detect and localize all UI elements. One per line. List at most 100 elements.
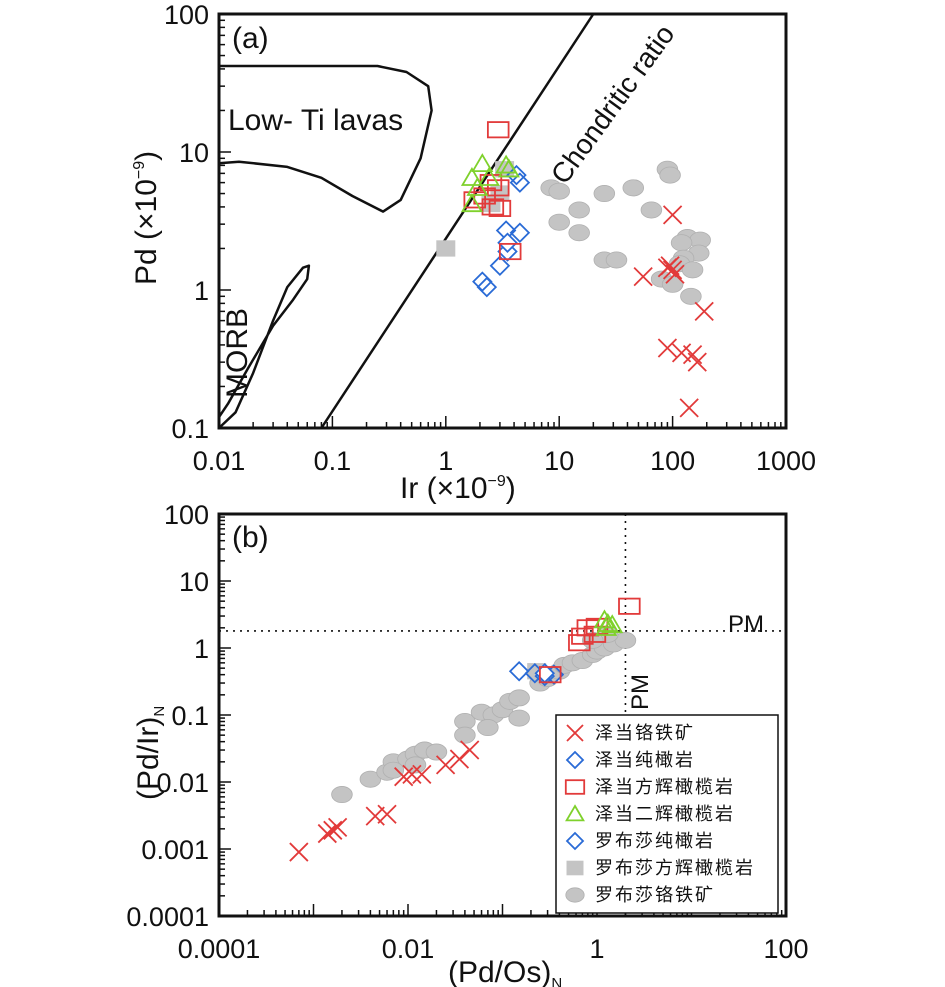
data-point xyxy=(460,740,480,760)
panel-b-points xyxy=(289,597,641,862)
panel-b-x-axis-label: (Pd/Os)N xyxy=(448,956,562,987)
legend-entry-zedang-dunite: 泽当纯橄岩 xyxy=(595,750,695,771)
legend-entry-luobusa-harzburgite: 罗布莎方辉橄榄岩 xyxy=(595,858,755,879)
data-point xyxy=(460,167,483,186)
panel-b: (b) 0.0001 0.01 1 100 0.0001 0.001 0.01 0.1 1 10 1… xyxy=(126,500,808,987)
legend-marker xyxy=(565,831,585,851)
morb-field xyxy=(217,264,311,430)
data-point xyxy=(508,660,530,682)
low-ti-lavas-field xyxy=(217,64,433,213)
pm-label-vertical: PM xyxy=(627,674,654,710)
data-point xyxy=(477,167,500,186)
data-point xyxy=(327,817,348,838)
panel-a-y-axis-label: Pd (×10−9) xyxy=(130,151,163,285)
data-point xyxy=(509,172,531,193)
panel-a-x-tick-label: 0.01 xyxy=(193,446,246,476)
data-point xyxy=(601,614,624,634)
data-point xyxy=(618,597,641,615)
legend-entry-luobusa-dunite: 罗布莎纯橄岩 xyxy=(595,831,715,852)
data-point xyxy=(509,222,531,244)
data-point xyxy=(402,764,422,785)
panel-a-y-tick-label: 0.1 xyxy=(171,414,209,444)
data-point xyxy=(593,609,616,629)
data-point xyxy=(425,743,448,761)
data-point xyxy=(486,121,510,139)
data-point xyxy=(394,767,414,787)
panel-a-x-tick-label: 10 xyxy=(544,446,574,476)
data-point xyxy=(622,179,645,197)
panel-b-x-tick-label: 1 xyxy=(589,934,604,964)
legend-entry-luobusa-chromitite: 罗布莎铬铁矿 xyxy=(595,885,715,906)
data-point xyxy=(449,749,470,769)
data-point xyxy=(323,820,343,840)
data-point xyxy=(508,709,530,727)
legend-markers xyxy=(564,724,586,903)
data-point xyxy=(548,182,570,200)
legend-box xyxy=(555,714,779,914)
data-point xyxy=(681,261,704,279)
legend-marker xyxy=(564,779,586,795)
data-point xyxy=(435,755,456,775)
data-point xyxy=(377,804,397,824)
data-point xyxy=(508,689,530,707)
chondritic-ratio-line xyxy=(320,13,595,429)
legend-entry-zedang-chromitite: 泽当铬铁矿 xyxy=(595,723,695,744)
data-point xyxy=(605,251,628,269)
data-point xyxy=(463,191,486,209)
legend-marker xyxy=(565,887,585,903)
data-point xyxy=(694,301,714,322)
data-point xyxy=(331,786,353,804)
panel-a-frame xyxy=(217,12,788,430)
data-point xyxy=(489,255,511,276)
legend-marker xyxy=(566,860,584,876)
data-point xyxy=(460,193,483,213)
data-point xyxy=(412,764,432,785)
panel-a-y-tick-label: 100 xyxy=(164,0,209,30)
panel-a-x-tick-label: 1000 xyxy=(756,446,816,476)
data-point xyxy=(497,232,518,254)
panel-a-x-tick-label: 1 xyxy=(438,446,453,476)
panel-b-y-tick-label: 0.1 xyxy=(171,701,209,731)
panel-b-x-tick-label: 100 xyxy=(763,934,808,964)
data-point xyxy=(538,666,562,684)
legend: 泽当铬铁矿 泽当纯橄岩 泽当方辉橄榄岩 泽当二辉橄榄岩 罗布莎纯橄岩 罗布莎方辉… xyxy=(555,714,779,914)
data-point xyxy=(477,719,499,737)
field-label-morb: MORB xyxy=(221,308,254,398)
data-point xyxy=(359,770,382,788)
panel-a-y-tick-label: 10 xyxy=(179,138,209,168)
data-point xyxy=(498,242,522,261)
pm-label-horizontal: PM xyxy=(728,611,764,638)
legend-marker xyxy=(565,804,585,822)
data-point xyxy=(548,213,570,231)
panel-a-x-tick-label: 0.1 xyxy=(314,446,352,476)
data-point xyxy=(633,266,653,287)
data-point xyxy=(687,352,707,372)
panel-b-label: (b) xyxy=(232,521,269,554)
legend-marker xyxy=(566,724,584,742)
data-point xyxy=(488,199,512,217)
data-point xyxy=(454,726,476,744)
data-point xyxy=(659,166,681,184)
panel-b-x-tick-label: 0.01 xyxy=(382,934,435,964)
panel-b-y-axis-label: (Pd/Ir)N xyxy=(132,706,168,800)
data-point xyxy=(670,234,693,252)
panel-b-y-tick-label: 1 xyxy=(194,634,209,664)
legend-marker xyxy=(565,750,585,770)
legend-entry-zedang-harzburgite: 泽当方辉橄榄岩 xyxy=(595,777,735,798)
panel-b-y-tick-label: 100 xyxy=(164,500,209,530)
panel-a-label: (a) xyxy=(232,22,269,55)
data-point xyxy=(497,241,518,262)
data-point xyxy=(662,205,683,225)
data-point xyxy=(680,287,702,305)
panel-b-x-tick-label: 0.0001 xyxy=(178,934,261,964)
panel-a-y-tick-label: 1 xyxy=(194,276,209,306)
panel-a-x-tick-label: 100 xyxy=(650,446,695,476)
data-point xyxy=(436,240,456,257)
data-point xyxy=(640,201,663,219)
data-point xyxy=(660,256,680,276)
data-point xyxy=(476,276,498,298)
data-point xyxy=(665,264,685,284)
